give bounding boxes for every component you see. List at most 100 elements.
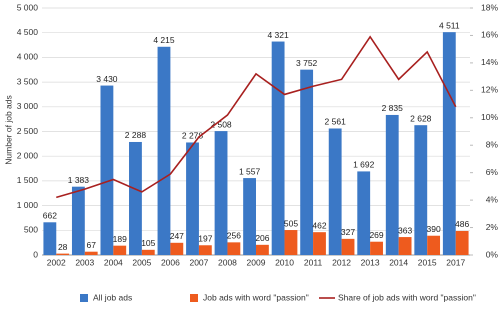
y2-tick-label: 10% <box>481 112 498 122</box>
data-label: 3 430 <box>96 74 118 84</box>
data-label: 662 <box>43 211 57 221</box>
y-tick-label: 0 <box>33 249 38 259</box>
bar <box>271 41 285 255</box>
bar <box>385 114 399 256</box>
bar <box>370 241 383 255</box>
data-label: 505 <box>284 218 298 228</box>
y-tick-label: 1 000 <box>17 200 39 210</box>
x-tick-label: 2010 <box>275 257 294 267</box>
bar <box>328 128 342 255</box>
y2-tick-label: 16% <box>481 30 498 40</box>
bar <box>442 32 456 255</box>
bar <box>414 125 428 255</box>
legend-swatch <box>80 294 88 302</box>
bar <box>284 230 298 255</box>
x-tick-label: 2007 <box>189 257 208 267</box>
data-label: 256 <box>227 231 241 241</box>
bar <box>243 178 256 255</box>
data-label: 67 <box>86 240 96 250</box>
x-tick-label: 2013 <box>361 257 380 267</box>
bar <box>186 142 199 255</box>
bar <box>71 186 85 255</box>
y-tick-label: 1 500 <box>17 175 39 185</box>
data-label: 4 215 <box>153 35 175 45</box>
data-label: 189 <box>113 234 127 244</box>
x-tick-label: 2002 <box>47 257 66 267</box>
y-tick-label: 2 500 <box>17 126 39 136</box>
bar <box>84 251 98 255</box>
x-tick-label: 2004 <box>104 257 123 267</box>
y-tick-label: 5 000 <box>17 2 39 12</box>
bar <box>56 253 70 255</box>
bar <box>300 69 314 255</box>
bar <box>427 235 441 255</box>
data-label: 390 <box>427 224 441 234</box>
bar <box>214 131 228 255</box>
y2-tick-label: 4% <box>486 194 499 204</box>
bar <box>129 141 142 255</box>
legend-label: Share of job ads with word "passion" <box>338 292 476 302</box>
data-label: 2 628 <box>410 113 432 123</box>
x-tick-label: 2017 <box>446 257 465 267</box>
data-label: 206 <box>255 233 269 243</box>
y-tick-label: 4 000 <box>17 52 39 62</box>
data-label: 105 <box>141 238 155 248</box>
bar <box>141 249 155 255</box>
y-tick-label: 500 <box>24 225 38 235</box>
data-label: 4 511 <box>439 20 460 30</box>
bar <box>227 242 241 255</box>
data-label: 462 <box>312 220 326 230</box>
bar <box>100 85 114 255</box>
bar <box>198 245 212 255</box>
bar <box>398 237 412 255</box>
data-label: 2 508 <box>210 119 232 129</box>
x-tick-label: 2014 <box>389 257 408 267</box>
y2-tick-label: 6% <box>486 167 499 177</box>
bar <box>157 46 171 256</box>
bar <box>43 222 57 255</box>
data-label: 247 <box>170 231 184 241</box>
x-tick-label: 2011 <box>304 257 323 267</box>
bar <box>313 232 326 255</box>
y2-tick-label: 2% <box>486 222 499 232</box>
y-tick-label: 3 000 <box>17 101 39 111</box>
data-label: 197 <box>198 234 212 244</box>
y2-tick-label: 8% <box>486 139 499 149</box>
data-label: 1 692 <box>353 160 375 170</box>
bar <box>357 171 371 255</box>
data-label: 1 383 <box>68 175 90 185</box>
data-label: 363 <box>398 225 412 235</box>
y-tick-label: 2 000 <box>17 150 39 160</box>
x-tick-label: 2003 <box>75 257 94 267</box>
y-tick-label: 3 500 <box>17 76 39 86</box>
x-tick-label: 2012 <box>332 257 351 267</box>
x-tick-label: 2005 <box>132 257 151 267</box>
y-axis-label: Number of job ads <box>3 95 13 164</box>
legend-label: Job ads with word "passion" <box>203 292 309 302</box>
line <box>56 35 457 199</box>
data-label: 327 <box>341 227 355 237</box>
data-label: 2 561 <box>325 117 347 127</box>
legend-swatch <box>190 294 198 302</box>
legend-label: All job ads <box>93 292 132 302</box>
bar <box>113 245 127 255</box>
data-label: 486 <box>455 219 469 229</box>
data-label: 1 557 <box>239 166 261 176</box>
y2-tick-label: 18% <box>481 2 498 12</box>
y2-tick-label: 12% <box>481 85 498 95</box>
y2-tick-label: 0% <box>486 249 499 259</box>
data-label: 4 321 <box>267 30 289 40</box>
bar <box>170 242 184 255</box>
y2-tick-label: 14% <box>481 57 498 67</box>
y-tick-label: 4 500 <box>17 27 39 37</box>
x-tick-label: 2008 <box>218 257 237 267</box>
bar <box>341 238 355 255</box>
data-label: 269 <box>369 230 383 240</box>
x-tick-label: 2009 <box>247 257 266 267</box>
data-label: 2 288 <box>125 130 147 140</box>
data-label: 28 <box>58 242 68 252</box>
data-label: 2 278 <box>182 131 204 141</box>
data-label: 3 752 <box>296 58 318 68</box>
x-tick-label: 2006 <box>161 257 180 267</box>
bar <box>455 230 469 255</box>
